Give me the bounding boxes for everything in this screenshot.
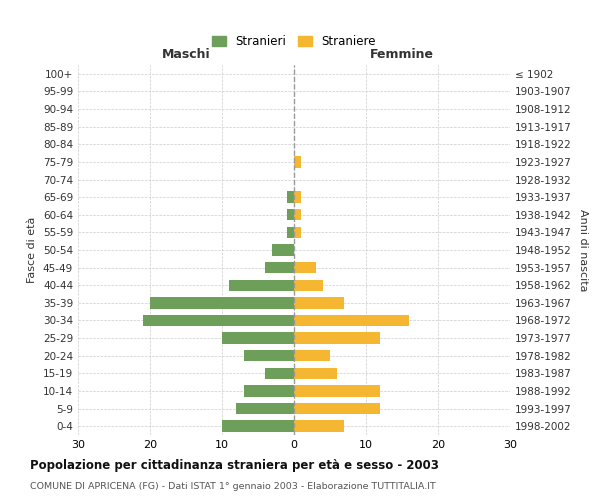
Bar (294, 280, 323, 291)
Bar (294, 156, 301, 168)
Bar (265, 368, 294, 379)
Y-axis label: Anni di nascita: Anni di nascita (578, 209, 588, 291)
Bar (294, 368, 337, 379)
Legend: Stranieri, Straniere: Stranieri, Straniere (207, 30, 381, 52)
Bar (244, 385, 294, 396)
Bar (294, 420, 344, 432)
Text: Popolazione per cittadinanza straniera per età e sesso - 2003: Popolazione per cittadinanza straniera p… (30, 460, 439, 472)
Bar (294, 385, 380, 396)
Bar (294, 192, 301, 203)
Bar (244, 350, 294, 362)
Bar (287, 192, 294, 203)
Bar (265, 262, 294, 274)
Bar (222, 420, 294, 432)
Bar (229, 280, 294, 291)
Bar (287, 226, 294, 238)
Text: COMUNE DI APRICENA (FG) - Dati ISTAT 1° gennaio 2003 - Elaborazione TUTTITALIA.I: COMUNE DI APRICENA (FG) - Dati ISTAT 1° … (30, 482, 436, 491)
Bar (294, 315, 409, 326)
Bar (287, 209, 294, 220)
Bar (294, 262, 316, 274)
Y-axis label: Fasce di età: Fasce di età (28, 217, 37, 283)
Text: Maschi: Maschi (161, 48, 211, 62)
Bar (294, 332, 380, 344)
Bar (294, 350, 330, 362)
Bar (294, 403, 380, 414)
Bar (143, 315, 294, 326)
Bar (294, 297, 344, 308)
Bar (272, 244, 294, 256)
Bar (236, 403, 294, 414)
Bar (150, 297, 294, 308)
Bar (222, 332, 294, 344)
Bar (294, 209, 301, 220)
Bar (294, 226, 301, 238)
Text: Femmine: Femmine (370, 48, 434, 62)
